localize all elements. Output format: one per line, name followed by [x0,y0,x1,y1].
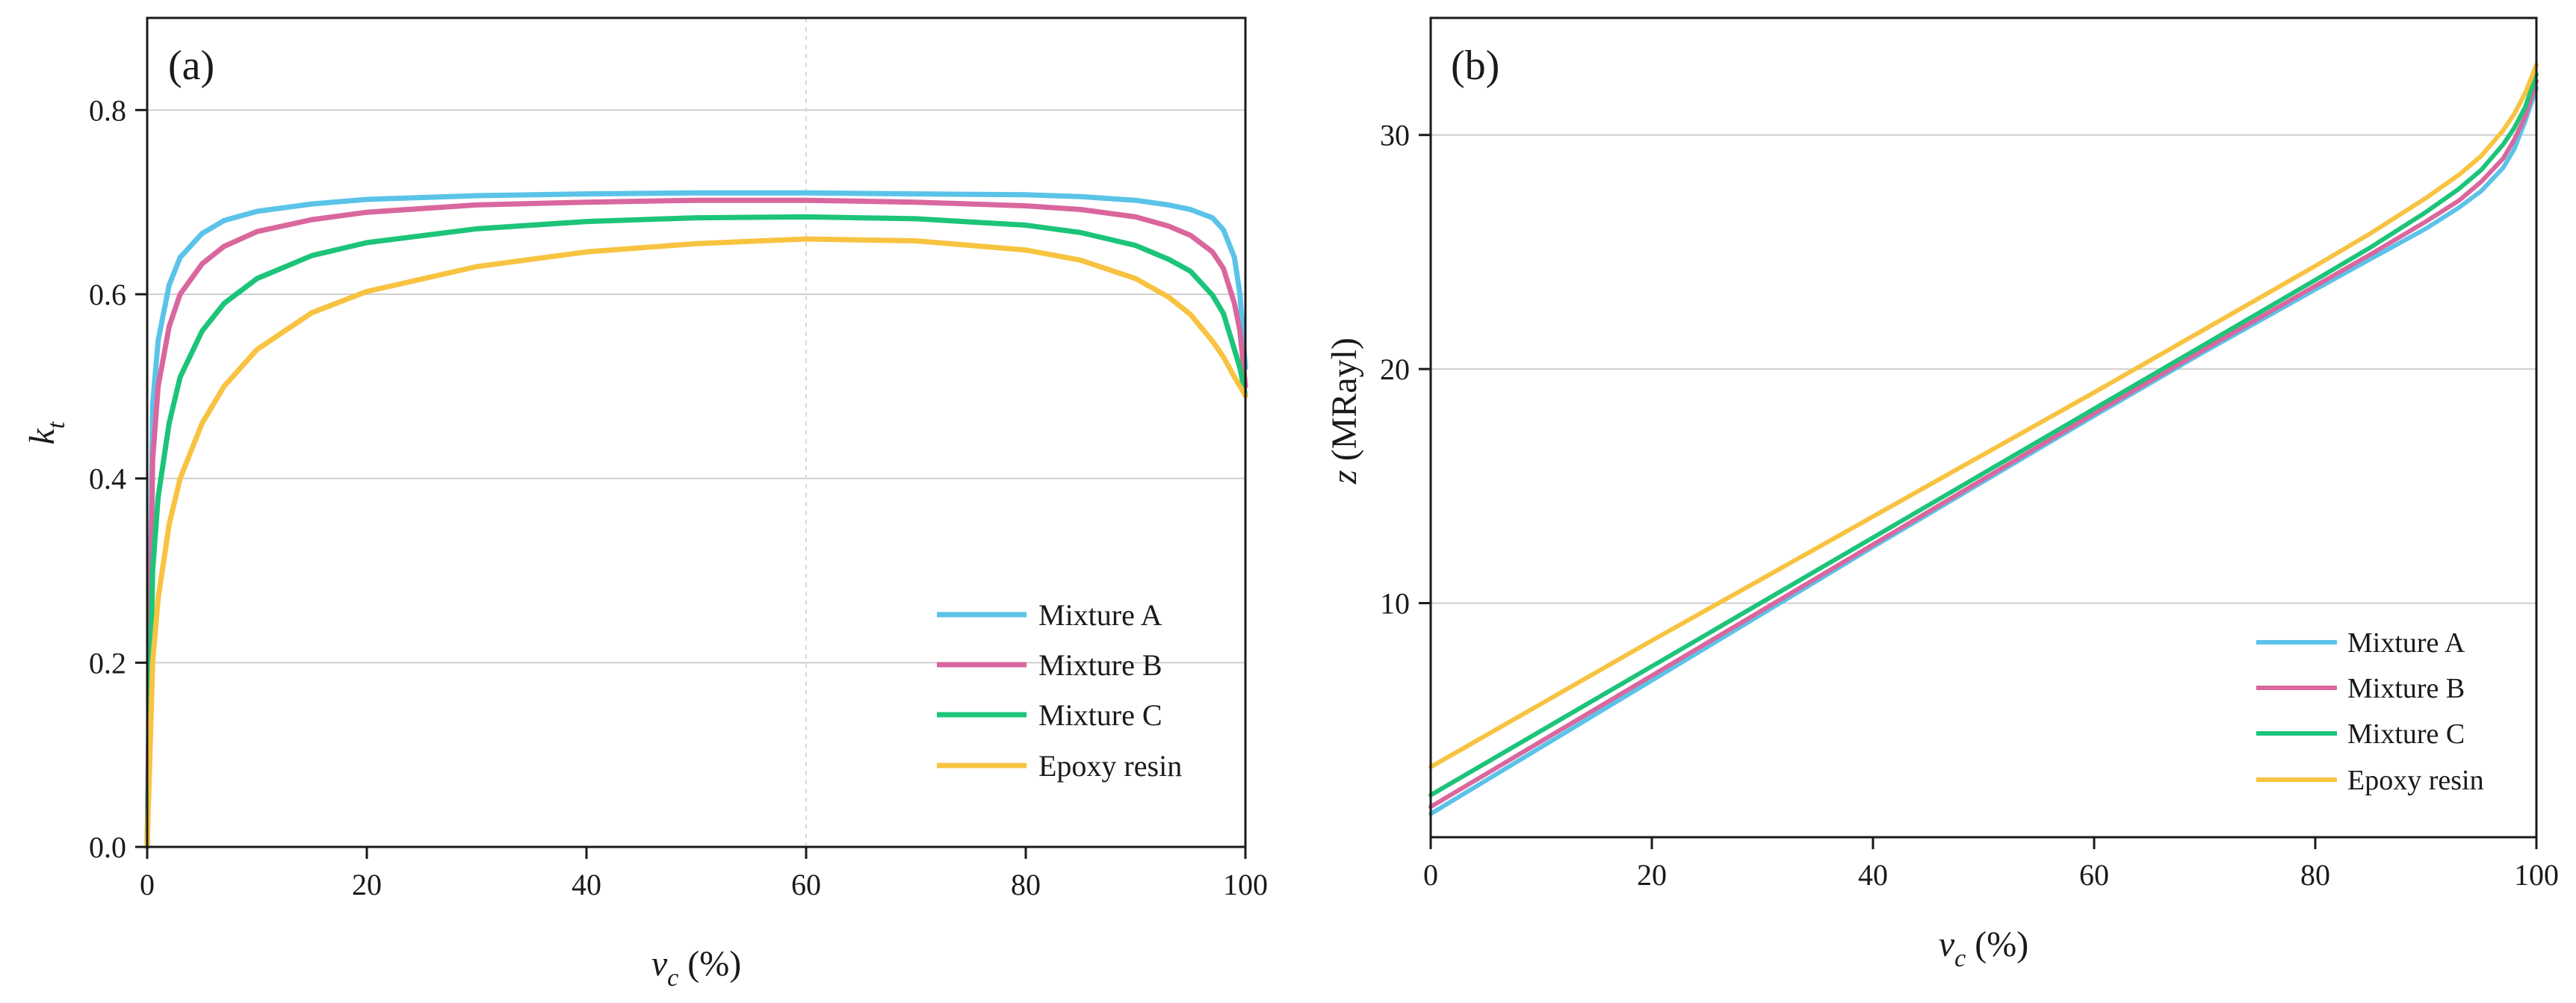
panel-label-a: (a) [168,43,214,89]
x-tick-label-a-2: 40 [572,868,601,901]
x-axis-title-a: vc (%) [651,944,741,992]
x-axis-title-a-sub: c [667,964,678,992]
x-tick-label-b-5: 100 [2514,858,2559,892]
y-tick-label-a-2: 0.4 [89,462,126,496]
y-axis-title-b-unit: (MRayl) [1325,338,1364,470]
x-axis-title-b-sub: c [1954,945,1966,972]
y-axis-title-a-main: k [22,427,62,444]
x-axis-title-b-unit: (%) [1966,925,2028,964]
plot-frame-b [1429,16,2538,839]
legend-b: Mixture A Mixture B Mixture C Epoxy resi… [2256,627,2484,796]
legend-a: Mixture A Mixture B Mixture C Epoxy resi… [937,598,1182,783]
y-axis-title-b-main: z [1325,470,1364,485]
y-tick-label-a-4: 0.8 [89,93,126,127]
legend-a-label-0: Mixture A [1038,598,1162,632]
y-tick-label-b-0: 10 [1380,587,1410,621]
grid-a [147,109,1245,664]
x-axis-title-a-unit: (%) [678,944,741,984]
series-line-a-3 [144,236,1248,850]
y-axis-title-a-sub: t [43,420,70,429]
series-line-b-1 [1428,78,2539,810]
y-tick-label-a-3: 0.6 [89,278,126,311]
y-tick-label-b-1: 20 [1380,353,1410,386]
legend-a-label-3: Epoxy resin [1038,749,1182,783]
x-tick-label-a-3: 60 [791,868,821,901]
legend-a-label-1: Mixture B [1038,648,1162,682]
x-axis-title-b: vc (%) [1939,925,2028,972]
series-group-a [144,190,1248,850]
x-axis-title-a-main: v [651,944,668,984]
ticks-a: 0 20 40 60 80 100 0.0 0.2 0.4 0.6 0.8 [89,93,1268,901]
legend-b-label-1: Mixture B [2347,673,2465,704]
y-tick-label-a-0: 0.0 [89,830,126,864]
y-tick-label-a-1: 0.2 [89,646,126,680]
series-group-b [1428,62,2539,816]
legend-b-label-0: Mixture A [2347,627,2465,659]
x-tick-label-b-1: 20 [1637,858,1667,892]
legend-b-label-3: Epoxy resin [2347,765,2484,796]
x-tick-label-a-5: 100 [1223,868,1268,901]
x-tick-label-b-2: 40 [1858,858,1888,892]
series-line-a-0 [144,190,1248,850]
grid-b [1431,134,2536,604]
x-tick-label-a-0: 0 [140,868,155,901]
y-axis-title-b: z (MRayl) [1325,338,1364,485]
x-tick-label-a-1: 20 [352,868,382,901]
legend-a-label-2: Mixture C [1038,698,1162,732]
legend-b-label-2: Mixture C [2347,718,2465,750]
x-tick-label-b-0: 0 [1423,858,1438,892]
y-axis-title-a: kt [22,420,70,444]
series-line-b-2 [1428,72,2539,798]
panel-label-b: (b) [1451,43,1499,89]
ticks-b: 0 20 40 60 80 100 10 20 30 [1380,119,2559,892]
series-line-b-3 [1428,62,2539,769]
x-tick-label-b-4: 80 [2300,858,2330,892]
x-tick-label-b-3: 60 [2079,858,2109,892]
x-tick-label-a-4: 80 [1011,868,1041,901]
y-tick-label-b-2: 30 [1380,119,1410,152]
series-line-a-2 [144,214,1248,850]
x-axis-title-b-main: v [1939,925,1955,964]
series-line-b-0 [1428,86,2539,816]
plot-frame-a [146,16,1247,848]
series-line-a-1 [144,197,1248,850]
chart-panel-a: 0 20 40 60 80 100 0.0 0.2 0.4 0.6 0.8 (a) vc (%) k… [22,16,1268,992]
